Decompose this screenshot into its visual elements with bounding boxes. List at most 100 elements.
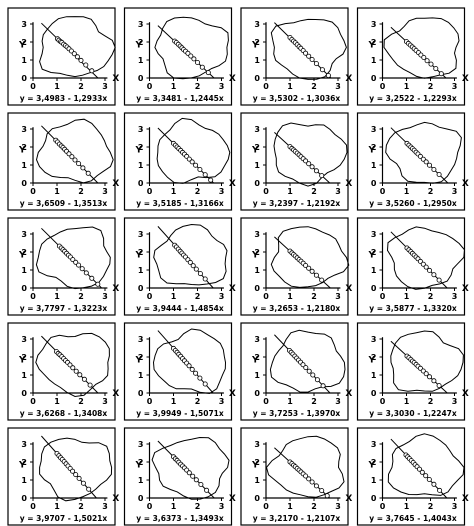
ellipse-outline (270, 18, 347, 80)
x-tick-label: 1 (287, 502, 293, 511)
equation-label: y = 3,6509 - 1,3513x (20, 199, 108, 208)
panel-frame (356, 322, 466, 421)
data-point (431, 481, 437, 487)
panel-1: 0 1 2 3 0 1 2 3 Y Xy = 3,4983 - 1,2933x (7, 7, 119, 106)
equation-label: y = 3,5302 - 1,3036x (253, 94, 341, 103)
x-tick-label: 1 (54, 397, 60, 406)
panel-frame (7, 322, 116, 421)
y-tick-label: 2 (371, 458, 377, 467)
data-point (187, 259, 193, 265)
panel-18: 0 1 2 3 0 1 2 3 Y Xy = 3,6373 - 1,3493x (123, 427, 236, 526)
y-tick-label: 3 (254, 20, 260, 29)
y-tick-label: 1 (371, 266, 377, 275)
y-tick-label: 1 (138, 371, 144, 380)
data-point (300, 362, 306, 368)
x-axis-label: X (229, 389, 236, 399)
data-point (204, 487, 210, 493)
y-tick-label: 3 (138, 440, 144, 449)
data-point (89, 68, 95, 74)
x-tick-label: 2 (428, 292, 434, 301)
x-tick-label: 1 (54, 292, 60, 301)
data-point (193, 370, 199, 376)
data-point (78, 57, 84, 63)
data-point (423, 159, 429, 165)
x-tick-label: 3 (102, 82, 108, 91)
x-tick-label: 0 (380, 82, 386, 91)
panel-16: 0 1 2 3 0 1 2 3 Y Xy = 3,3030 - 1,2247x (356, 322, 469, 421)
x-tick-label: 1 (404, 397, 410, 406)
data-point (188, 53, 194, 59)
x-axis-label: X (112, 284, 119, 294)
y-tick-label: 3 (138, 20, 144, 29)
x-tick-label: 1 (54, 502, 60, 511)
data-point (313, 61, 319, 67)
x-tick-label: 3 (219, 502, 225, 511)
y-tick-label: 1 (21, 161, 27, 170)
data-point (89, 275, 95, 281)
data-point (193, 477, 199, 483)
panel-10: 0 1 2 3 0 1 2 3 Y Xy = 3,9444 - 1,4854x (123, 217, 236, 316)
y-tick-label: 1 (21, 56, 27, 65)
panel-frame (356, 7, 466, 106)
x-tick-label: 1 (287, 397, 293, 406)
panel-frame (123, 7, 233, 106)
x-tick-label: 0 (263, 292, 269, 301)
y-tick-label: 3 (21, 230, 27, 239)
data-point (76, 262, 82, 268)
x-axis-label: X (112, 389, 119, 399)
x-tick-label: 3 (219, 187, 225, 196)
x-axis-label: X (112, 494, 119, 504)
y-axis-label: Y (135, 355, 143, 365)
x-axis-label: X (345, 389, 352, 399)
y-axis-label: Y (135, 145, 143, 155)
data-point (306, 53, 312, 59)
panel-2: 0 1 2 3 0 1 2 3 Y Xy = 3,3481 - 1,2445x (123, 7, 236, 106)
y-tick-label: 0 (254, 389, 260, 398)
data-point (67, 362, 73, 368)
y-tick-label: 0 (138, 179, 144, 188)
y-tick-label: 3 (371, 440, 377, 449)
ellipse-outline (39, 16, 116, 78)
data-point (436, 172, 442, 178)
equation-label: y = 3,9707 - 1,5021x (20, 514, 108, 523)
x-tick-label: 2 (311, 502, 317, 511)
y-tick-label: 0 (371, 179, 377, 188)
y-axis-label: Y (18, 250, 26, 260)
x-tick-label: 0 (147, 502, 153, 511)
panel-17: 0 1 2 3 0 1 2 3 Y Xy = 3,9707 - 1,5021x (7, 427, 119, 526)
y-axis-label: Y (368, 145, 376, 155)
y-tick-label: 1 (138, 56, 144, 65)
x-tick-label: 2 (428, 187, 434, 196)
y-tick-label: 0 (254, 284, 260, 293)
y-tick-label: 3 (371, 125, 377, 134)
data-point (77, 372, 83, 378)
x-tick-label: 0 (147, 397, 153, 406)
x-tick-label: 0 (380, 502, 386, 511)
x-axis-label: X (112, 74, 119, 84)
ellipse-outline (269, 329, 346, 393)
y-axis-label: Y (18, 355, 26, 365)
x-tick-label: 0 (30, 397, 36, 406)
data-point (428, 61, 434, 67)
y-tick-label: 0 (254, 74, 260, 83)
x-axis-label: X (229, 74, 236, 84)
y-tick-label: 1 (138, 161, 144, 170)
y-tick-label: 2 (254, 353, 260, 362)
data-point (417, 258, 423, 264)
data-point (320, 383, 326, 389)
y-tick-label: 2 (254, 38, 260, 47)
panel-6: 0 1 2 3 0 1 2 3 Y Xy = 3,5185 - 1,3166x (123, 112, 236, 211)
y-tick-label: 1 (371, 56, 377, 65)
y-tick-label: 1 (254, 161, 260, 170)
data-point (421, 55, 427, 61)
data-point (310, 372, 316, 378)
panel-frame (7, 7, 116, 106)
data-point (202, 276, 208, 282)
data-point (431, 167, 437, 173)
y-axis-label: Y (251, 40, 259, 50)
x-tick-label: 1 (171, 82, 177, 91)
y-axis-label: Y (251, 460, 259, 470)
data-point (309, 479, 315, 485)
data-point (436, 383, 442, 389)
y-tick-label: 1 (254, 476, 260, 485)
